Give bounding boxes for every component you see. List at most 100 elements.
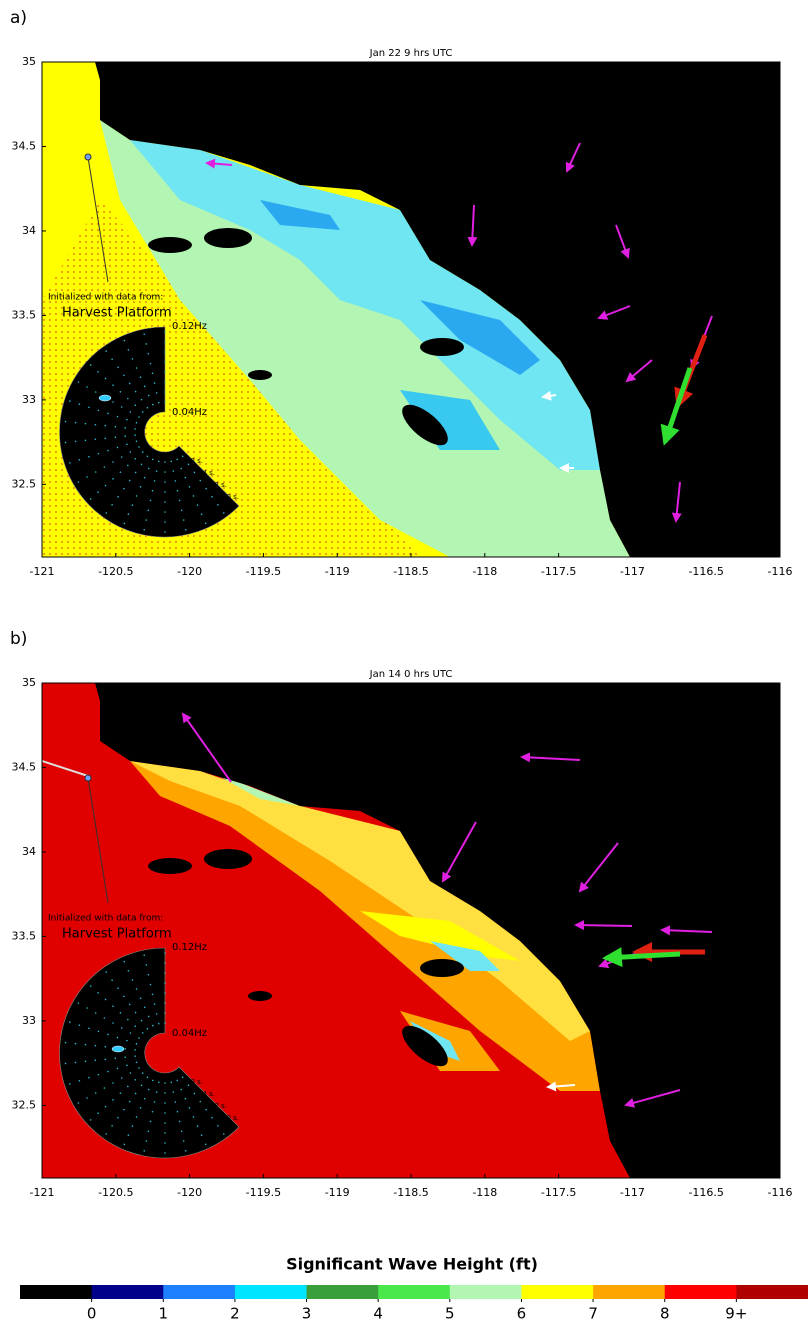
spectrum-dot (123, 995, 125, 998)
spectrum-dot (107, 1033, 109, 1036)
x-tick-label: -118 (472, 565, 497, 578)
spectrum-dot (117, 1116, 119, 1119)
spectrum-dot (151, 489, 154, 492)
spectrum-dot (193, 471, 196, 474)
spectrum-dot (164, 962, 166, 964)
spectrum-dot (124, 435, 127, 437)
spectrum-dot (164, 1102, 166, 1104)
spectrum-dot (204, 1143, 207, 1146)
spectrum-dot (157, 401, 160, 404)
spectrum-dot (86, 386, 88, 388)
colorbar-segment (736, 1285, 808, 1299)
spectrum-dot (192, 495, 195, 497)
spectrum-dot (164, 1082, 166, 1084)
panel-title: Jan 22 9 hrs UTC (369, 48, 453, 59)
spectrum-dot (164, 1152, 166, 1154)
x-tick-label: -119 (325, 565, 350, 578)
spectrum-dot (129, 411, 132, 413)
y-tick-label: 33.5 (12, 929, 37, 942)
colorbar-title: Significant Wave Height (ft) (286, 1255, 538, 1274)
spectrum-dot (157, 1081, 160, 1084)
spectrum-dot (64, 1041, 67, 1044)
spectrum-dot (89, 364, 92, 366)
spectrum-dot (135, 421, 138, 424)
spectrum-dot (104, 1045, 107, 1048)
spectrum-dot (112, 478, 114, 480)
spectrum-dot (196, 1125, 199, 1127)
spectrum-dot (135, 495, 138, 497)
x-tick-label: -116 (768, 565, 793, 578)
spectrum-dot (84, 1043, 87, 1046)
spectrum-dot (149, 983, 152, 986)
spectrum-dot (145, 519, 148, 521)
y-tick-label: 34 (22, 845, 36, 858)
spectrum-dot (97, 491, 99, 494)
spectrum-dot (120, 1077, 123, 1079)
y-tick-label: 33.5 (12, 308, 37, 321)
spectrum-dot (151, 1024, 154, 1027)
x-tick-label: -121 (30, 565, 55, 578)
colorbar-segment (163, 1285, 236, 1299)
spectrum-dot (164, 511, 166, 513)
spectrum-dot (104, 484, 107, 487)
spectrum-dot (135, 988, 138, 990)
spectrum-dot (105, 512, 108, 514)
spectrum-dot (174, 1101, 177, 1103)
spectrum-dot (97, 1112, 99, 1115)
spectrum-dot (134, 457, 137, 460)
spectrum-dot (112, 461, 114, 463)
spectrum-dot (126, 1039, 128, 1042)
spectrum-dot (164, 1112, 166, 1114)
spectrum-dot (128, 1003, 131, 1006)
annotation: 0.12Hz (172, 942, 207, 953)
colorbar-tick-label: 0 (87, 1305, 97, 1323)
colorbar-tick-label: 7 (588, 1305, 598, 1323)
spectrum-dot (164, 501, 166, 503)
spectrum-dot (184, 529, 187, 531)
spectrum-dot (129, 451, 132, 453)
y-tick-label: 34 (22, 224, 36, 237)
spectrum-dot (86, 1097, 88, 1099)
spectrum-dot (178, 1120, 181, 1123)
colorbar-tick-label: 8 (660, 1305, 670, 1323)
spectrum-dot (94, 391, 97, 393)
spectrum-dot (111, 979, 113, 981)
spectrum-dot (89, 498, 92, 500)
spectrum-dot (143, 954, 146, 956)
spectrum-dot (164, 972, 166, 974)
spectrum-dot (78, 1080, 81, 1082)
spectrum-dot (116, 415, 119, 418)
spectrum-dot (126, 418, 128, 421)
x-tick-label: -117 (620, 1186, 645, 1199)
spectrum-dot (94, 1012, 97, 1014)
spectrum-dot (147, 509, 150, 512)
spectrum-dot (153, 1003, 156, 1005)
spectrum-dot (134, 390, 137, 393)
annotation: 0.04Hz (172, 407, 207, 418)
spectrum-dot (128, 1100, 131, 1103)
x-tick-label: -118.5 (393, 565, 428, 578)
colorbar-tick-label: 1 (158, 1305, 168, 1323)
spectrum-dot (127, 1018, 129, 1021)
spectrum-dot (112, 1082, 114, 1084)
spectrum-dot (138, 1037, 140, 1039)
spectrum-dot (69, 462, 71, 464)
spectrum-dot (164, 461, 166, 463)
colorbar-tick-label: 2 (230, 1305, 240, 1323)
spectrum-dot (69, 400, 71, 402)
spectrum-dot (127, 397, 129, 400)
period-label: 14 s. (198, 469, 215, 477)
spectrum-dot (180, 467, 183, 470)
spectrum-dot (74, 440, 77, 443)
spectrum-dot (97, 1073, 100, 1076)
spectrum-dot (176, 489, 179, 492)
spectrum-dot (124, 427, 127, 429)
spectrum-dot (127, 348, 130, 351)
spectrum-dot (84, 1060, 87, 1063)
period-label: 18 s. (186, 457, 203, 465)
spectrum-dot (103, 1017, 106, 1019)
spectrum-dot (151, 1079, 154, 1082)
spectrum-dot (88, 1076, 90, 1079)
x-tick-label: -120.5 (98, 1186, 133, 1199)
spectrum-dot (164, 1132, 166, 1134)
